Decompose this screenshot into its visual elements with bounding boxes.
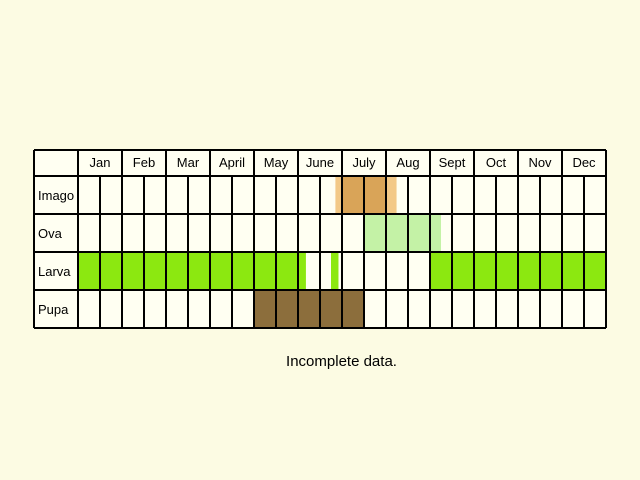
month-label-oct: Oct (486, 155, 507, 170)
row-label-imago: Imago (38, 188, 74, 203)
month-label-jan: Jan (90, 155, 111, 170)
month-label-aug: Aug (396, 155, 419, 170)
month-label-mar: Mar (177, 155, 200, 170)
chart-caption: Incomplete data. (286, 353, 397, 370)
segment-ova-1 (364, 215, 441, 251)
month-label-june: June (306, 155, 334, 170)
month-label-may: May (264, 155, 289, 170)
segment-pupa-1 (254, 291, 364, 327)
row-label-ova: Ova (38, 226, 63, 241)
month-label-feb: Feb (133, 155, 155, 170)
month-label-july: July (352, 155, 376, 170)
segment-larva-2 (331, 253, 339, 289)
month-label-sept: Sept (439, 155, 466, 170)
month-label-april: April (219, 155, 245, 170)
segment-larva-1 (78, 253, 306, 289)
row-label-pupa: Pupa (38, 302, 69, 317)
month-label-nov: Nov (528, 155, 552, 170)
month-label-dec: Dec (572, 155, 596, 170)
row-label-larva: Larva (38, 264, 71, 279)
